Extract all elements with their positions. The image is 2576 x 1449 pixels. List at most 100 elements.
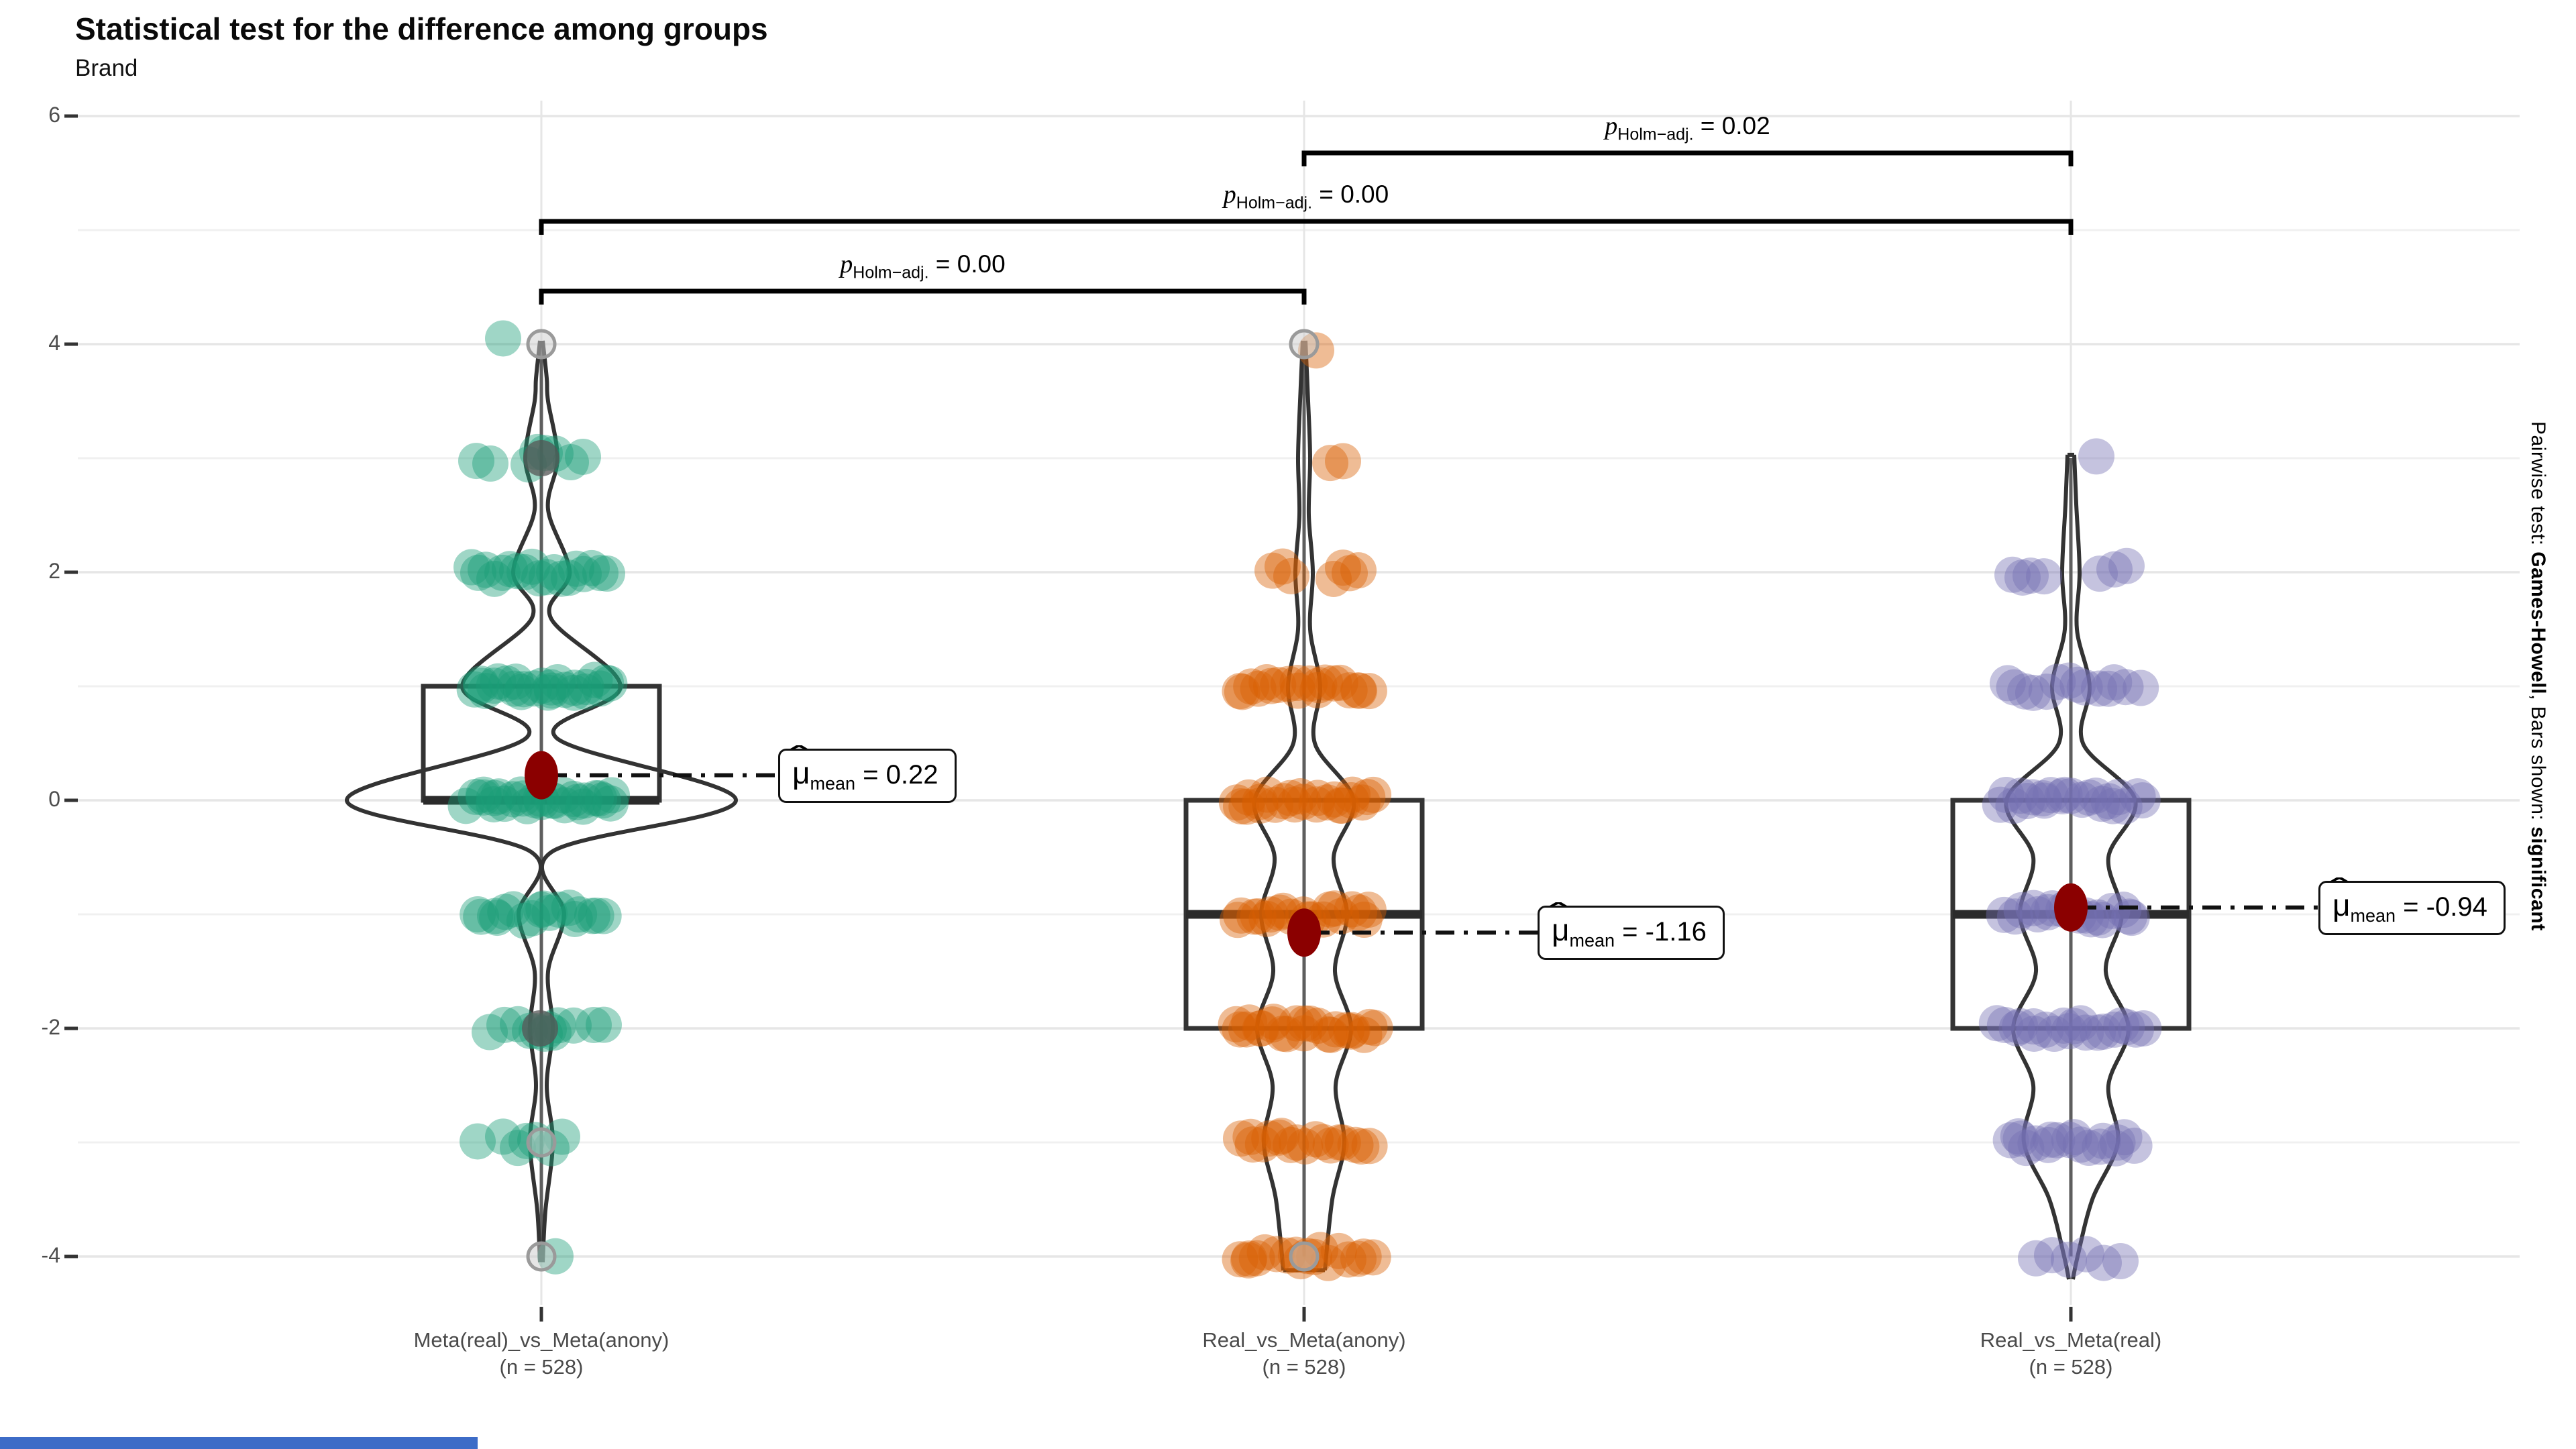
data-point bbox=[574, 898, 610, 934]
data-point bbox=[1230, 1242, 1267, 1279]
data-point bbox=[1350, 673, 1387, 710]
data-point bbox=[1243, 1010, 1280, 1046]
data-point bbox=[2030, 1126, 2067, 1163]
data-point bbox=[1340, 894, 1377, 931]
data-point bbox=[1989, 665, 2026, 702]
data-point bbox=[2055, 1119, 2092, 1156]
data-point bbox=[2085, 1013, 2122, 1050]
data-point bbox=[1222, 1011, 1258, 1048]
data-point bbox=[1230, 779, 1267, 816]
data-point bbox=[2062, 1126, 2099, 1163]
data-point bbox=[1323, 898, 1360, 934]
data-point bbox=[2025, 780, 2061, 816]
data-point bbox=[1278, 1005, 1315, 1042]
data-point bbox=[2119, 778, 2156, 815]
data-point bbox=[1330, 1241, 1366, 1278]
data-point bbox=[1272, 780, 1309, 816]
data-point bbox=[480, 778, 517, 815]
data-point bbox=[2062, 1005, 2099, 1042]
data-point bbox=[1297, 1121, 1334, 1158]
data-point bbox=[1233, 668, 1270, 705]
data-point bbox=[1232, 1118, 1269, 1155]
data-point bbox=[2044, 777, 2081, 814]
data-point bbox=[1349, 779, 1386, 816]
data-point bbox=[1248, 900, 1285, 937]
data-point bbox=[1287, 1005, 1324, 1042]
data-point bbox=[2097, 1130, 2134, 1167]
data-point bbox=[1322, 664, 1358, 701]
data-point bbox=[2096, 664, 2133, 701]
data-point bbox=[581, 780, 618, 817]
data-point bbox=[2018, 1240, 2054, 1277]
data-point bbox=[1340, 672, 1377, 709]
data-point bbox=[2103, 1007, 2140, 1044]
data-point bbox=[588, 664, 625, 701]
data-point bbox=[1265, 783, 1302, 820]
data-point bbox=[2051, 662, 2088, 699]
data-point bbox=[1311, 891, 1348, 928]
data-point bbox=[1333, 782, 1370, 819]
data-point bbox=[1222, 788, 1259, 824]
data-point bbox=[2116, 1127, 2153, 1164]
data-point bbox=[486, 1006, 523, 1043]
data-point bbox=[589, 555, 625, 592]
caption-emphasis: significant bbox=[2527, 826, 2549, 931]
data-point bbox=[2008, 1130, 2045, 1167]
data-point bbox=[1279, 665, 1316, 702]
data-point bbox=[2053, 777, 2090, 814]
data-point bbox=[568, 669, 604, 706]
data-point bbox=[1341, 672, 1378, 709]
data-point bbox=[2063, 782, 2100, 818]
data-point bbox=[2056, 1008, 2093, 1044]
data-point bbox=[578, 898, 614, 934]
data-point bbox=[529, 674, 566, 711]
data-point bbox=[1238, 1240, 1275, 1277]
data-point bbox=[1265, 548, 1301, 585]
data-point bbox=[460, 554, 496, 591]
data-point bbox=[556, 669, 593, 706]
data-point bbox=[2094, 788, 2131, 824]
data-point bbox=[558, 550, 594, 587]
plot-subtitle: Brand bbox=[75, 55, 138, 81]
data-point bbox=[458, 778, 494, 815]
data-point bbox=[582, 670, 619, 707]
data-point bbox=[586, 1006, 622, 1043]
data-point bbox=[472, 1014, 508, 1051]
data-point bbox=[514, 548, 550, 585]
data-point bbox=[1334, 891, 1371, 928]
data-point bbox=[1260, 667, 1297, 704]
data-point bbox=[525, 890, 562, 927]
data-point bbox=[2002, 1008, 2039, 1044]
data-point bbox=[476, 667, 513, 704]
data-point bbox=[514, 900, 551, 936]
data-point bbox=[1224, 674, 1260, 710]
data-point bbox=[499, 553, 535, 590]
data-point bbox=[2036, 1016, 2073, 1053]
data-point bbox=[2015, 1008, 2052, 1045]
data-point bbox=[485, 320, 521, 357]
data-point bbox=[2002, 777, 2039, 814]
data-point bbox=[1333, 1013, 1370, 1050]
data-point bbox=[2105, 892, 2142, 928]
data-point bbox=[533, 672, 570, 709]
data-point bbox=[2096, 551, 2133, 588]
data-point bbox=[2100, 779, 2137, 816]
data-point bbox=[2002, 1120, 2039, 1157]
data-point bbox=[468, 672, 504, 709]
data-point bbox=[2099, 1124, 2136, 1161]
data-point bbox=[523, 892, 559, 928]
data-point bbox=[2046, 776, 2083, 813]
data-point bbox=[561, 896, 598, 933]
data-point bbox=[494, 781, 531, 818]
data-point bbox=[2102, 1242, 2139, 1279]
data-point bbox=[2027, 1011, 2064, 1048]
data-point bbox=[555, 780, 592, 817]
data-point bbox=[1331, 672, 1368, 709]
data-point bbox=[458, 443, 494, 480]
data-point bbox=[551, 890, 588, 926]
data-point bbox=[479, 900, 516, 936]
data-point bbox=[1307, 664, 1344, 701]
data-point bbox=[2082, 555, 2118, 592]
data-point bbox=[2124, 782, 2161, 819]
